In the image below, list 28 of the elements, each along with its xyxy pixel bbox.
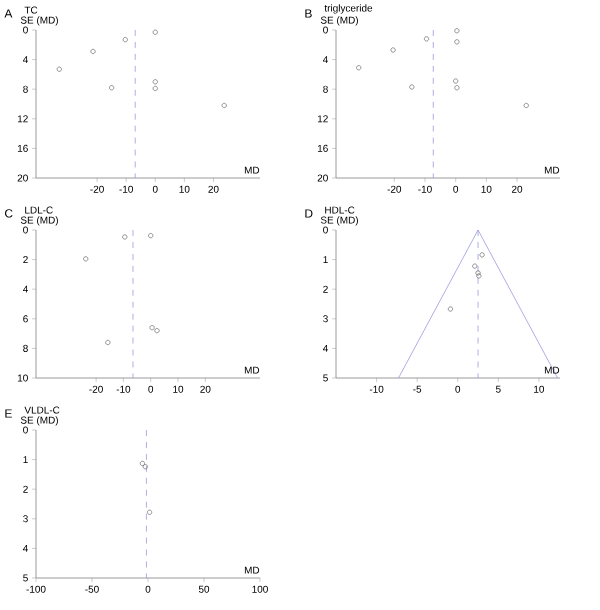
point	[454, 39, 460, 45]
point	[105, 339, 111, 346]
point	[472, 263, 478, 269]
point	[56, 66, 62, 72]
point	[447, 306, 453, 312]
point	[122, 37, 128, 43]
point	[152, 29, 158, 35]
point	[221, 102, 227, 109]
point	[454, 28, 460, 34]
point	[390, 47, 396, 53]
point	[148, 233, 154, 239]
point	[453, 78, 459, 84]
point	[523, 102, 529, 109]
point	[152, 85, 158, 92]
point	[83, 256, 89, 262]
point	[90, 48, 96, 55]
point	[122, 234, 128, 240]
point	[154, 328, 160, 334]
point	[152, 79, 158, 85]
point	[409, 84, 415, 90]
point	[149, 325, 155, 331]
point	[423, 36, 430, 42]
point	[454, 85, 460, 91]
point	[479, 252, 485, 258]
point	[356, 65, 362, 71]
point	[476, 273, 482, 279]
point	[109, 85, 115, 91]
point	[475, 270, 481, 276]
